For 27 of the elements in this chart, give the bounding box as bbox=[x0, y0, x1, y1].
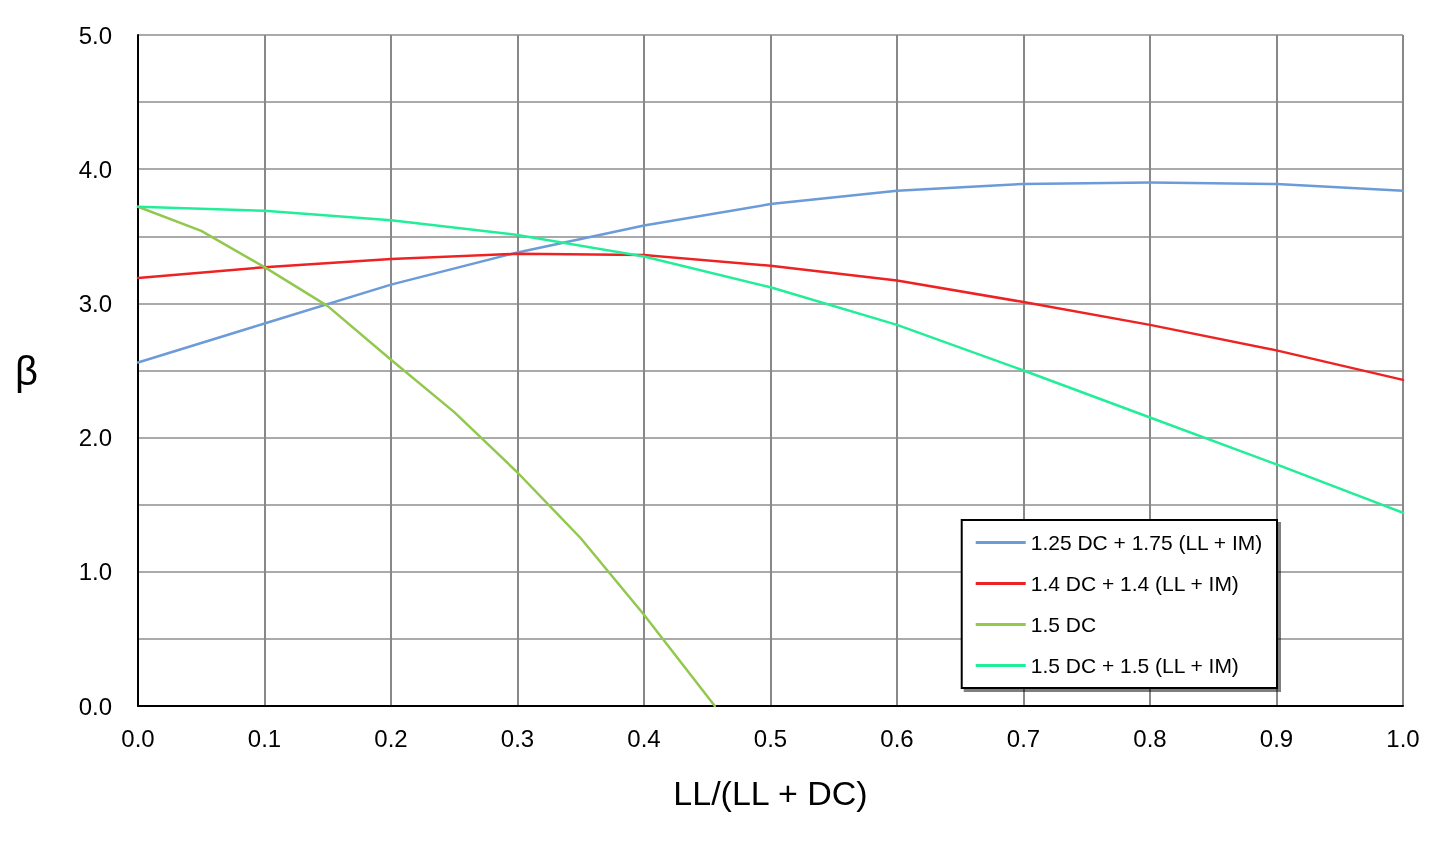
legend-label: 1.4 DC + 1.4 (LL + IM) bbox=[1030, 572, 1239, 595]
x-tick-label: 0.8 bbox=[1133, 724, 1167, 752]
y-tick-label: 1.0 bbox=[78, 558, 112, 586]
x-tick-label: 0.1 bbox=[247, 724, 282, 752]
x-tick-label: 0.6 bbox=[880, 724, 914, 752]
legend-label: 1.25 DC + 1.75 (LL + IM) bbox=[1030, 531, 1263, 554]
line-series bbox=[136, 181, 1405, 364]
y-tick-label: 2.0 bbox=[78, 424, 112, 452]
y-axis-title: β bbox=[14, 348, 38, 393]
y-tick-label: 4.0 bbox=[78, 155, 112, 183]
line-series bbox=[136, 205, 1405, 514]
x-tick-label: 0.0 bbox=[121, 724, 155, 752]
y-tick-label: 0.0 bbox=[78, 692, 112, 720]
x-tick-label: 0.4 bbox=[627, 724, 661, 752]
legend-label: 1.5 DC bbox=[1030, 613, 1097, 636]
x-axis-title: LL/(LL + DC) bbox=[673, 774, 868, 812]
x-tick-label: 0.5 bbox=[753, 724, 788, 752]
y-tick-label: 3.0 bbox=[78, 289, 112, 317]
x-tick-label: 1.0 bbox=[1386, 724, 1420, 752]
x-tick-label: 0.2 bbox=[374, 724, 408, 752]
x-tick-label: 0.9 bbox=[1259, 724, 1294, 752]
legend-label: 1.5 DC + 1.5 (LL + IM) bbox=[1030, 654, 1239, 677]
y-tick-label: 5.0 bbox=[78, 21, 112, 49]
x-tick-label: 0.7 bbox=[1006, 724, 1041, 752]
x-tick-label: 0.3 bbox=[500, 724, 535, 752]
line-series bbox=[136, 252, 1405, 382]
line-series bbox=[136, 205, 717, 708]
